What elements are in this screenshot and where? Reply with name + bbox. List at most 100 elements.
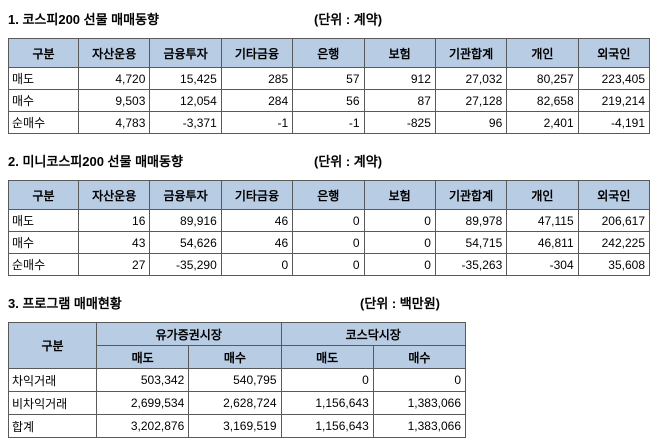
table-cell: 284 [220, 89, 294, 112]
table-cell: 54,626 [149, 231, 222, 254]
section-mini-kospi200-futures: 2. 미니코스피200 선물 매매동향 (단위 : 계약) 구분 자산운용 금융… [8, 151, 651, 276]
table-cell: 15,425 [149, 67, 222, 90]
row-label-cell: 매도 [8, 209, 79, 232]
table-cell: -4,191 [577, 111, 651, 134]
row-label-cell: 순매수 [8, 111, 79, 134]
section-title-row: 2. 미니코스피200 선물 매매동향 (단위 : 계약) [8, 151, 650, 169]
column-header-cell: 구분 [8, 180, 79, 210]
table-cell: 89,916 [149, 209, 222, 232]
section-title-row: 1. 코스피200 선물 매매동향 (단위 : 계약) [8, 9, 650, 27]
column-header-cell: 보험 [363, 38, 436, 68]
section-title: 1. 코스피200 선물 매매동향 [8, 12, 160, 27]
table-cell: 0 [363, 231, 436, 254]
column-header-cell: 매도 [95, 345, 190, 369]
table-cell: 47,115 [506, 209, 579, 232]
table-cell: 1,383,066 [372, 391, 467, 415]
header-row: 구분 자산운용 금융투자 기타금융 은행 보험 기관합계 개인 외국인 [8, 38, 651, 68]
table-cell: 2,401 [506, 111, 579, 134]
column-header-cell: 외국인 [577, 180, 651, 210]
table-cell: -35,290 [149, 253, 222, 276]
header-row: 구분 자산운용 금융투자 기타금융 은행 보험 기관합계 개인 외국인 [8, 180, 651, 210]
table-row: 매도 16 89,916 46 0 0 89,978 47,115 206,61… [8, 209, 651, 232]
table-cell: 35,608 [577, 253, 651, 276]
row-label-cell: 비차익거래 [8, 391, 97, 415]
table-cell: 285 [220, 67, 294, 90]
table-cell: -1 [292, 111, 365, 134]
section-title: 2. 미니코스피200 선물 매매동향 [8, 154, 183, 169]
column-header-cell: 매수 [372, 345, 467, 369]
table-cell: 54,715 [434, 231, 508, 254]
table-cell: 0 [292, 253, 365, 276]
column-header-cell: 보험 [363, 180, 436, 210]
column-header-cell: 기관합계 [434, 180, 508, 210]
column-header-cell: 금융투자 [149, 180, 222, 210]
section-title: 3. 프로그램 매매현황 [8, 296, 122, 311]
table-row: 순매수 4,783 -3,371 -1 -1 -825 96 2,401 -4,… [8, 111, 651, 134]
program-trading-table: 구분 유가증권시장 코스닥시장 매도 매수 매도 매수 차익거래 503,342… [8, 322, 467, 438]
table-cell: 2,699,534 [95, 391, 190, 415]
table-cell: 87 [363, 89, 436, 112]
row-label-cell: 합계 [8, 414, 97, 438]
table-row: 매수 43 54,626 46 0 0 54,715 46,811 242,22… [8, 231, 651, 254]
row-label-cell: 매도 [8, 67, 79, 90]
table-cell: 43 [77, 231, 151, 254]
row-label-cell: 매수 [8, 231, 79, 254]
table-cell: 1,156,643 [280, 414, 374, 438]
table-cell: 9,503 [77, 89, 151, 112]
group-header-cell: 유가증권시장 [96, 322, 282, 346]
row-label-cell: 차익거래 [8, 368, 97, 392]
table-cell: 96 [434, 111, 508, 134]
table-cell: 82,658 [506, 89, 579, 112]
column-header-cell: 매도 [280, 345, 374, 369]
kospi200-table: 구분 자산운용 금융투자 기타금융 은행 보험 기관합계 개인 외국인 매도 4… [8, 38, 651, 134]
table-cell: 4,783 [77, 111, 151, 134]
unit-label: (단위 : 계약) [314, 12, 383, 27]
table-cell: 46 [220, 209, 294, 232]
table-cell: 223,405 [577, 67, 651, 90]
table-cell: 56 [292, 89, 365, 112]
table-cell: 57 [292, 67, 365, 90]
section-title-row: 3. 프로그램 매매현황 (단위 : 백만원) [8, 293, 650, 311]
table-cell: 242,225 [577, 231, 651, 254]
table-cell: -3,371 [149, 111, 222, 134]
table-cell: 27,032 [434, 67, 508, 90]
table-cell: 0 [280, 368, 374, 392]
table-cell: 0 [292, 231, 365, 254]
mini-kospi200-table: 구분 자산운용 금융투자 기타금융 은행 보험 기관합계 개인 외국인 매도 1… [8, 180, 651, 276]
table-cell: 4,720 [77, 67, 151, 90]
table-cell: 16 [77, 209, 151, 232]
row-label-cell: 매수 [8, 89, 79, 112]
table-cell: 219,214 [577, 89, 651, 112]
column-header-cell: 개인 [506, 38, 579, 68]
table-cell: -35,263 [434, 253, 508, 276]
table-cell: 12,054 [149, 89, 222, 112]
table-cell: 89,978 [434, 209, 508, 232]
column-header-cell: 개인 [506, 180, 579, 210]
column-header-cell: 자산운용 [77, 38, 151, 68]
table-cell: 0 [363, 253, 436, 276]
table-cell: 206,617 [577, 209, 651, 232]
unit-label: (단위 : 백만원) [360, 296, 441, 311]
table-row: 순매수 27 -35,290 0 0 0 -35,263 -304 35,608 [8, 253, 651, 276]
table-row: 매도 4,720 15,425 285 57 912 27,032 80,257… [8, 67, 651, 90]
column-header-cell: 구분 [8, 38, 79, 68]
column-header-cell: 구분 [8, 322, 97, 369]
column-header-cell: 은행 [292, 180, 365, 210]
section-kospi200-futures: 1. 코스피200 선물 매매동향 (단위 : 계약) 구분 자산운용 금융투자… [8, 9, 651, 134]
table-row: 차익거래 503,342 540,795 0 0 [8, 368, 467, 392]
table-row: 비차익거래 2,699,534 2,628,724 1,156,643 1,38… [8, 391, 467, 415]
table-row: 합계 3,202,876 3,169,519 1,156,643 1,383,0… [8, 414, 467, 438]
table-cell: -1 [220, 111, 294, 134]
table-cell: 0 [220, 253, 294, 276]
table-cell: 46,811 [506, 231, 579, 254]
table-cell: 2,628,724 [188, 391, 282, 415]
table-cell: 3,169,519 [188, 414, 282, 438]
table-cell: 0 [363, 209, 436, 232]
table-cell: 27 [77, 253, 151, 276]
table-cell: 80,257 [506, 67, 579, 90]
column-header-cell: 금융투자 [149, 38, 222, 68]
header-row: 매도 매수 매도 매수 [9, 345, 467, 369]
table-cell: 3,202,876 [95, 414, 190, 438]
table-cell: 0 [292, 209, 365, 232]
